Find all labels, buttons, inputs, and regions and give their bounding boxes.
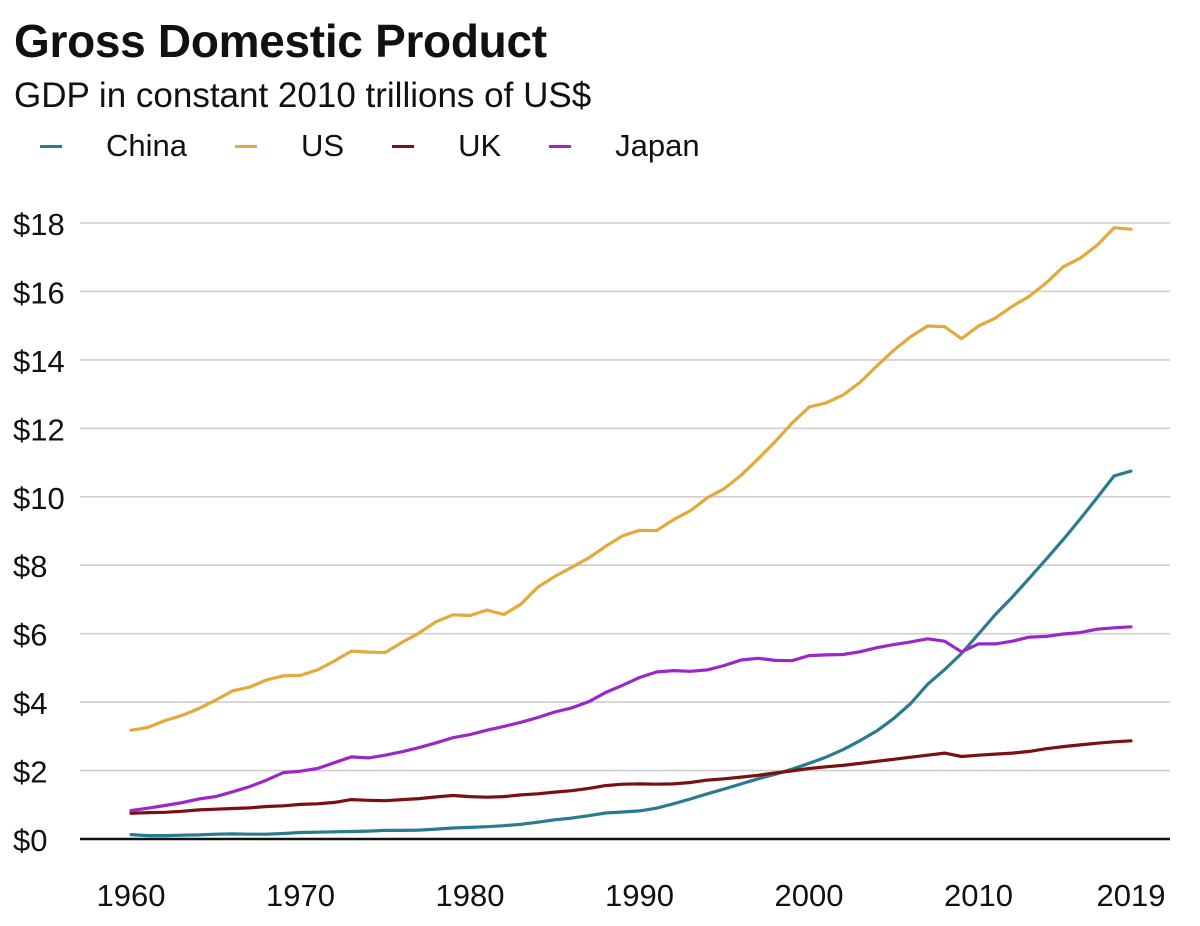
y-tick-label: $8 [13,549,47,584]
y-tick-label: $6 [13,618,47,653]
series-line-us [129,226,1133,732]
series-line-china [129,469,1133,838]
legend-swatch-us [235,144,257,148]
series-line-uk [129,739,1133,815]
x-tick-label: 2010 [944,878,1013,913]
chart-legend: China US UK Japan [40,126,748,166]
x-axis-ticks: 1960 1970 1980 1990 2000 2010 2019 [97,878,1166,913]
legend-swatch-china [40,144,62,148]
legend-swatch-uk [392,144,415,148]
x-tick-label: 2000 [774,878,843,913]
y-tick-label: $4 [13,686,47,721]
x-tick-label: 1990 [605,878,674,913]
x-tick-label: 1970 [266,878,335,913]
y-tick-label: $2 [13,755,47,790]
legend-label-china: China [106,128,187,163]
gridlines [80,222,1170,772]
y-tick-label: $14 [13,344,65,379]
legend-label-us: US [301,128,345,163]
legend-item-china: China [40,128,187,164]
legend-item-japan: Japan [549,128,700,164]
legend-swatch-japan [549,144,572,148]
legend-item-us: US [235,128,344,164]
legend-item-uk: UK [392,128,501,164]
y-tick-label: $16 [13,275,65,310]
legend-label-uk: UK [458,128,502,163]
legend-label-japan: Japan [615,128,700,163]
chart-title: Gross Domestic Product [14,15,547,67]
x-tick-label: 1980 [435,878,504,913]
series-line-japan [129,625,1133,813]
y-tick-label: $18 [13,207,65,242]
y-axis-ticks: $0 $2 $4 $6 $8 $10 $12 $14 $16 $18 [13,207,65,858]
y-tick-label: $12 [13,412,65,447]
y-tick-label: $0 [13,823,47,858]
series-lines [129,226,1133,838]
chart-subtitle: GDP in constant 2010 trillions of US$ [14,76,592,115]
x-tick-label: 2019 [1097,878,1166,913]
y-tick-label: $10 [13,481,65,516]
x-tick-label: 1960 [97,878,166,913]
